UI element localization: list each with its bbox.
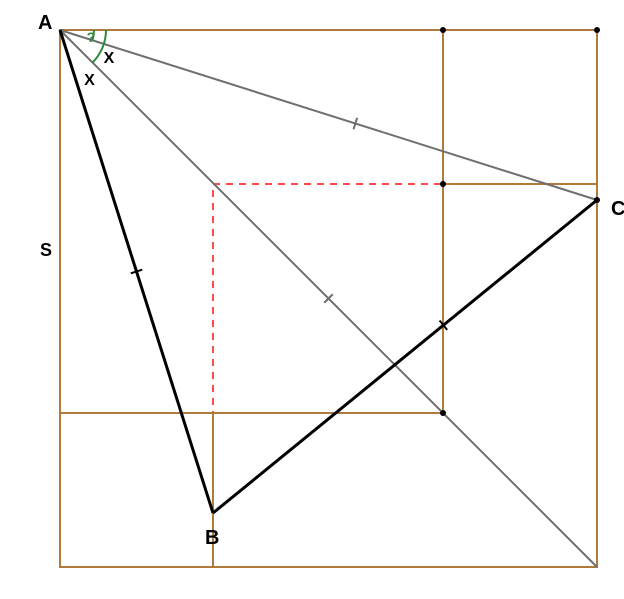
corner-dot-0 [594, 27, 600, 33]
angle-label-question: ? [87, 29, 96, 45]
vertex-label-a: A [38, 12, 52, 35]
angle-label-x-upper: X [104, 50, 115, 68]
corner-dot-2 [440, 410, 446, 416]
diagram-svg [0, 0, 624, 599]
corner-dot-3 [594, 197, 600, 203]
vertex-label-b: B [205, 527, 219, 550]
side-label-s: S [40, 240, 52, 261]
brown-small-square-tr [443, 30, 597, 184]
corner-dot-4 [440, 27, 446, 33]
line-bc [213, 200, 597, 513]
angle-label-x-lower: X [84, 72, 95, 90]
line-ac [60, 30, 597, 200]
vertex-label-c: C [611, 198, 624, 221]
corner-dot-1 [440, 181, 446, 187]
geometry-diagram: A B C S X X ? [0, 0, 624, 599]
